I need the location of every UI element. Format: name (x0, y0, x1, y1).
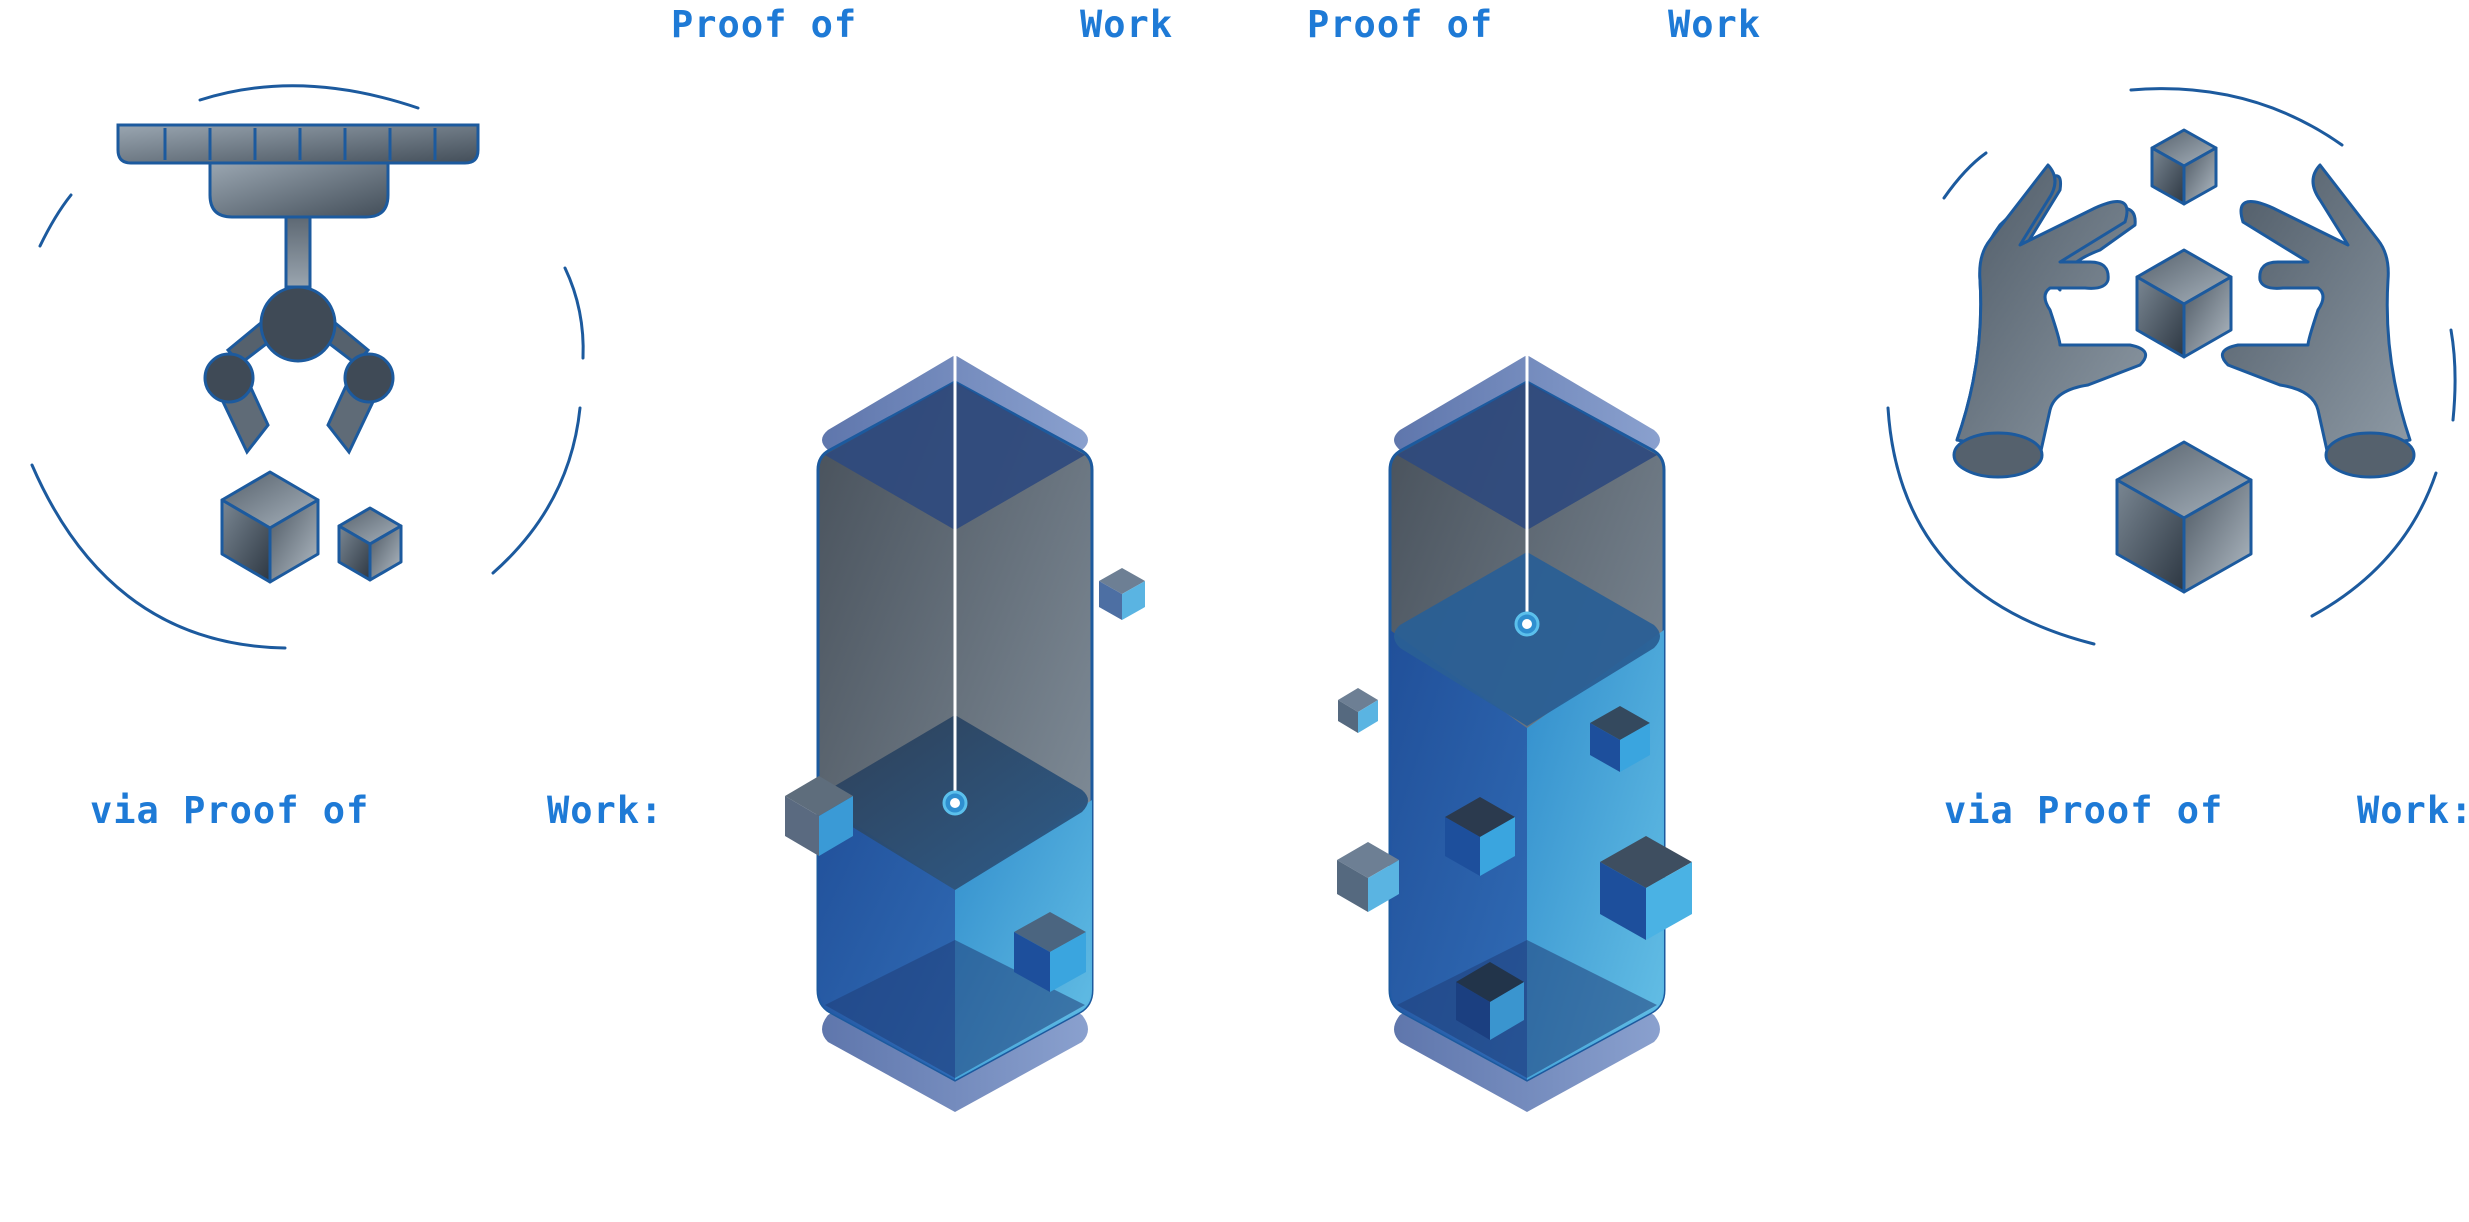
top-right-label-work: Work (1668, 3, 1762, 46)
top-right-label-proof-of: Proof of (1307, 3, 1494, 46)
cube-bottom-large (2115, 440, 2253, 594)
cube-small-left (337, 506, 403, 582)
cube-container-icon-right (1337, 355, 1692, 1112)
floating-cube-inner-bottom (1456, 962, 1524, 1040)
claw-arm (203, 215, 395, 455)
floating-cube-inner-upper (1590, 706, 1650, 772)
bottom-right-label-via-proof-of: via Proof of (1944, 789, 2224, 832)
floating-cube-inside (1014, 912, 1086, 992)
bottom-left-label-work: Work: (547, 789, 664, 832)
floating-cube-tiny-left (1338, 688, 1378, 733)
claw-machine-icon (30, 84, 585, 650)
floating-cube-edge-right (1600, 836, 1692, 940)
bottom-right-label-work: Work: (2357, 789, 2469, 832)
bottom-left-label-via-proof-of: via Proof of (90, 789, 370, 832)
dashed-circle-right (1886, 87, 2457, 646)
floating-cube-edge-left (785, 776, 853, 856)
dashed-circle-left (30, 84, 585, 650)
floating-cube-inner-middle (1445, 797, 1515, 876)
cube-large-left (220, 470, 320, 584)
top-left-label-work: Work (1080, 3, 1174, 46)
claw-rail (116, 123, 480, 219)
top-left-label-proof-of: Proof of (671, 3, 858, 46)
cube-top-small (2150, 128, 2218, 206)
floating-cube-outer-left (1337, 842, 1399, 912)
hands-holding-cubes-icon (1886, 87, 2457, 646)
cube-middle (2135, 248, 2233, 359)
right-hand (2220, 163, 2416, 479)
left-hand (1952, 163, 2148, 479)
cube-container-icon-left (785, 355, 1145, 1112)
floating-cube-tiny-right (1099, 568, 1145, 620)
